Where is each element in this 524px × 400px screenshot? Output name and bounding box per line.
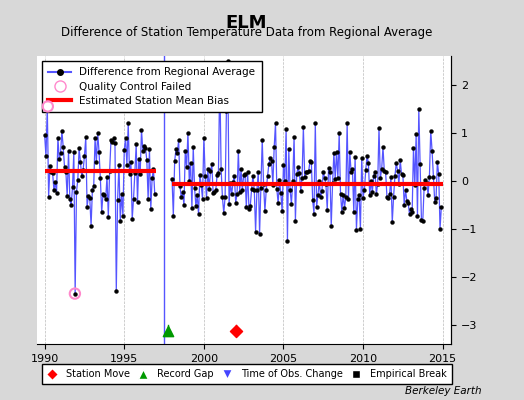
Text: Berkeley Earth: Berkeley Earth xyxy=(406,386,482,396)
Point xyxy=(71,290,79,297)
Legend: Station Move, Record Gap, Time of Obs. Change, Empirical Break: Station Move, Record Gap, Time of Obs. C… xyxy=(41,364,452,384)
Point xyxy=(164,327,172,334)
Point xyxy=(232,327,240,334)
Text: ELM: ELM xyxy=(225,14,267,32)
Point xyxy=(43,103,52,110)
Text: Difference of Station Temperature Data from Regional Average: Difference of Station Temperature Data f… xyxy=(61,26,432,39)
